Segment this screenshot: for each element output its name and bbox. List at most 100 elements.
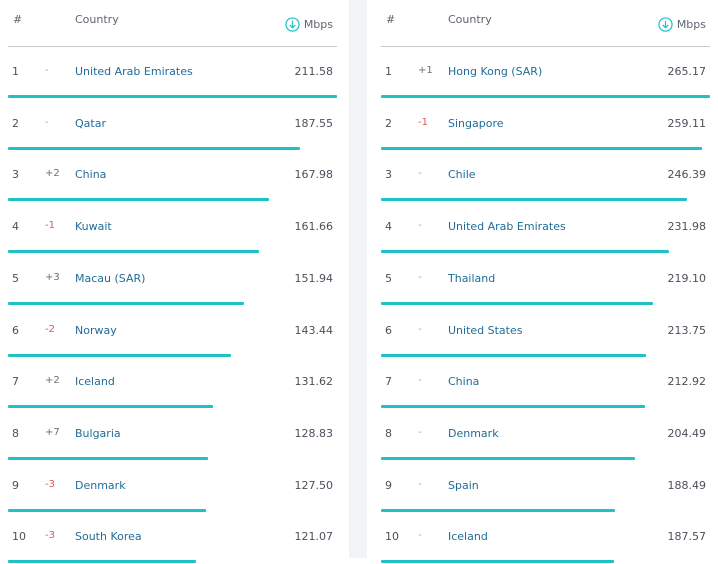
table-row[interactable]: 7 +2 Iceland 131.62 xyxy=(8,357,337,409)
table-header: # Country Mbps xyxy=(8,0,337,47)
table-row[interactable]: 5 +3 Macau (SAR) 151.94 xyxy=(8,254,337,306)
speed-value: 151.94 xyxy=(294,271,334,285)
speed-column-header[interactable]: Mbps xyxy=(285,17,333,32)
rank-change: - xyxy=(418,375,422,387)
download-icon xyxy=(285,17,300,32)
table-row[interactable]: 6 - United States 213.75 xyxy=(381,306,710,358)
speed-bar xyxy=(381,146,703,150)
speed-value: 121.07 xyxy=(294,530,334,544)
speed-bar xyxy=(8,405,213,409)
rank-value: 7 xyxy=(385,375,392,389)
table-row[interactable]: 1 - United Arab Emirates 211.58 xyxy=(8,47,337,99)
speed-value: 213.75 xyxy=(667,323,707,337)
country-link[interactable]: Denmark xyxy=(448,426,499,440)
speed-bar xyxy=(8,560,197,564)
table-row[interactable]: 3 - Chile 246.39 xyxy=(381,150,710,202)
table-row[interactable]: 6 -2 Norway 143.44 xyxy=(8,306,337,358)
speed-value: 265.17 xyxy=(667,65,707,78)
speed-unit-label: Mbps xyxy=(676,18,706,31)
ranking-table-right: # Country Mbps 1 +1 Hong Kong (SAR) 265.17 2… xyxy=(381,0,710,564)
country-column-header: Country xyxy=(448,13,492,26)
table-row[interactable]: 8 - Denmark 204.49 xyxy=(381,409,710,461)
speed-bar xyxy=(8,146,300,150)
country-link[interactable]: United States xyxy=(448,323,523,337)
speed-bar xyxy=(381,301,653,305)
table-row[interactable]: 2 -1 Singapore 259.11 xyxy=(381,99,710,151)
table-row[interactable]: 4 - United Arab Emirates 231.98 xyxy=(381,202,710,254)
table-row[interactable]: 10 -3 South Korea 121.07 xyxy=(8,512,337,564)
speed-bar xyxy=(381,250,669,254)
speed-column-header[interactable]: Mbps xyxy=(658,17,706,32)
speed-bar xyxy=(8,508,207,512)
speed-value: 231.98 xyxy=(667,220,707,234)
rank-value: 8 xyxy=(12,426,19,440)
speed-bar xyxy=(8,198,270,202)
rank-value: 5 xyxy=(385,271,392,285)
rank-change: -1 xyxy=(45,220,55,232)
table-header: # Country Mbps xyxy=(381,0,710,47)
table-row[interactable]: 7 - China 212.92 xyxy=(381,357,710,409)
country-link[interactable]: United Arab Emirates xyxy=(448,220,566,234)
rank-change: +2 xyxy=(45,168,60,180)
country-link[interactable]: Denmark xyxy=(75,478,126,492)
speed-bar xyxy=(381,560,614,564)
speed-unit-label: Mbps xyxy=(303,18,333,31)
rank-value: 9 xyxy=(385,478,392,492)
speed-value: 131.62 xyxy=(294,375,334,389)
table-row[interactable]: 10 - Iceland 187.57 xyxy=(381,512,710,564)
rank-change: - xyxy=(418,220,422,232)
country-link[interactable]: China xyxy=(448,375,480,389)
country-link[interactable]: Hong Kong (SAR) xyxy=(448,65,543,78)
download-icon xyxy=(658,17,673,32)
table-row[interactable]: 5 - Thailand 219.10 xyxy=(381,254,710,306)
country-link[interactable]: Qatar xyxy=(75,116,106,130)
speed-value: 219.10 xyxy=(667,271,707,285)
rank-value: 5 xyxy=(12,271,19,285)
rank-change: -3 xyxy=(45,478,55,490)
table-row[interactable]: 3 +2 China 167.98 xyxy=(8,150,337,202)
table-row[interactable]: 9 -3 Denmark 127.50 xyxy=(8,461,337,513)
rank-change: +7 xyxy=(45,426,60,438)
country-link[interactable]: China xyxy=(75,168,107,182)
country-link[interactable]: Macau (SAR) xyxy=(75,271,146,285)
country-link[interactable]: United Arab Emirates xyxy=(75,65,193,78)
table-row[interactable]: 1 +1 Hong Kong (SAR) 265.17 xyxy=(381,47,710,99)
rank-value: 4 xyxy=(12,220,19,234)
table-row[interactable]: 9 - Spain 188.49 xyxy=(381,461,710,513)
rank-value: 10 xyxy=(385,530,399,544)
rank-change: - xyxy=(418,271,422,283)
table-row[interactable]: 4 -1 Kuwait 161.66 xyxy=(8,202,337,254)
table-row[interactable]: 2 - Qatar 187.55 xyxy=(8,99,337,151)
speed-value: 204.49 xyxy=(667,426,707,440)
speed-value: 143.44 xyxy=(294,323,334,337)
rank-change: +1 xyxy=(418,65,433,76)
speed-value: 211.58 xyxy=(294,65,334,78)
rank-value: 3 xyxy=(12,168,19,182)
rank-change: +3 xyxy=(45,271,60,283)
rank-change: -3 xyxy=(45,530,55,542)
table-row[interactable]: 8 +7 Bulgaria 128.83 xyxy=(8,409,337,461)
country-link[interactable]: Bulgaria xyxy=(75,426,121,440)
speed-value: 259.11 xyxy=(667,116,707,130)
speed-value: 161.66 xyxy=(294,220,334,234)
rank-column-header: # xyxy=(13,13,23,26)
country-link[interactable]: Thailand xyxy=(448,271,496,285)
speed-bar xyxy=(381,353,647,357)
country-link[interactable]: Spain xyxy=(448,478,479,492)
country-link[interactable]: Norway xyxy=(75,323,117,337)
country-link[interactable]: Chile xyxy=(448,168,476,182)
country-link[interactable]: Iceland xyxy=(75,375,115,389)
speed-value: 187.55 xyxy=(294,116,334,130)
rank-value: 2 xyxy=(12,116,19,130)
country-link[interactable]: Singapore xyxy=(448,116,504,130)
country-link[interactable]: South Korea xyxy=(75,530,142,544)
country-link[interactable]: Iceland xyxy=(448,530,488,544)
rank-change: -2 xyxy=(45,323,55,335)
country-link[interactable]: Kuwait xyxy=(75,220,112,234)
rank-value: 2 xyxy=(385,116,392,130)
speed-value: 127.50 xyxy=(294,478,334,492)
speed-value: 212.92 xyxy=(667,375,707,389)
rank-change: +2 xyxy=(45,375,60,387)
speed-bar xyxy=(8,456,209,460)
speed-bar xyxy=(8,250,260,254)
